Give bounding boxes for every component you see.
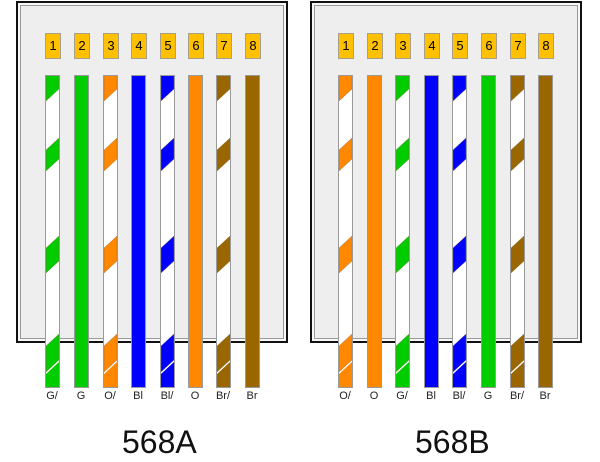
wire-color-code-label: O: [369, 390, 379, 402]
pin-number-label: 3: [103, 33, 119, 59]
wire-color-code-label: Br: [539, 390, 551, 402]
wire-color-code-label: Br/: [509, 390, 525, 402]
pin-number-label: 4: [131, 33, 147, 59]
pin-number-label: 8: [245, 33, 261, 59]
wire-color-code-label: G/: [396, 390, 408, 402]
pin-number-label: 5: [452, 33, 468, 59]
wire-568b-pin-4: [424, 75, 439, 388]
wire-color-code-label: Bl/: [452, 390, 466, 402]
wire-color-code-label: Bl: [133, 390, 143, 402]
pin-number-label: 1: [45, 33, 61, 59]
standard-568a-title: 568A: [122, 424, 197, 460]
wire-568a-pin-8: [245, 75, 260, 388]
connector-568b-panel: [310, 1, 582, 343]
wire-568a-pin-5: [160, 75, 175, 388]
wire-color-code-label: G: [76, 390, 86, 402]
wire-568b-pin-2: [367, 75, 382, 388]
pin-number-label: 3: [395, 33, 411, 59]
wire-color-code-label: Br/: [215, 390, 231, 402]
wire-568b-pin-8: [538, 75, 553, 388]
wire-568b-pin-6: [481, 75, 496, 388]
pin-number-label: 8: [538, 33, 554, 59]
pin-number-label: 7: [510, 33, 526, 59]
wire-color-code-label: G: [483, 390, 493, 402]
standard-568b-title: 568B: [415, 424, 490, 460]
wire-color-code-label: O/: [104, 390, 116, 402]
pin-number-label: 6: [481, 33, 497, 59]
wire-568b-pin-1: [338, 75, 353, 388]
wire-color-code-label: O: [190, 390, 200, 402]
connector-568a-panel: [16, 1, 288, 343]
pin-number-label: 2: [74, 33, 90, 59]
pin-number-label: 4: [424, 33, 440, 59]
pin-number-label: 2: [367, 33, 383, 59]
pin-number-label: 5: [160, 33, 176, 59]
wire-568a-pin-1: [45, 75, 60, 388]
pin-number-label: 7: [216, 33, 232, 59]
wire-568a-pin-4: [131, 75, 146, 388]
pin-number-label: 6: [188, 33, 204, 59]
wire-color-code-label: Bl/: [160, 390, 174, 402]
wire-color-code-label: Bl: [426, 390, 436, 402]
wire-568b-pin-7: [510, 75, 525, 388]
wire-568b-pin-5: [452, 75, 467, 388]
wire-568a-pin-7: [216, 75, 231, 388]
pin-number-label: 1: [338, 33, 354, 59]
wire-color-code-label: Br: [246, 390, 258, 402]
wire-568a-pin-6: [188, 75, 203, 388]
wire-568a-pin-2: [74, 75, 89, 388]
wire-color-code-label: O/: [339, 390, 351, 402]
wire-568a-pin-3: [103, 75, 118, 388]
wire-color-code-label: G/: [46, 390, 58, 402]
wire-568b-pin-3: [395, 75, 410, 388]
